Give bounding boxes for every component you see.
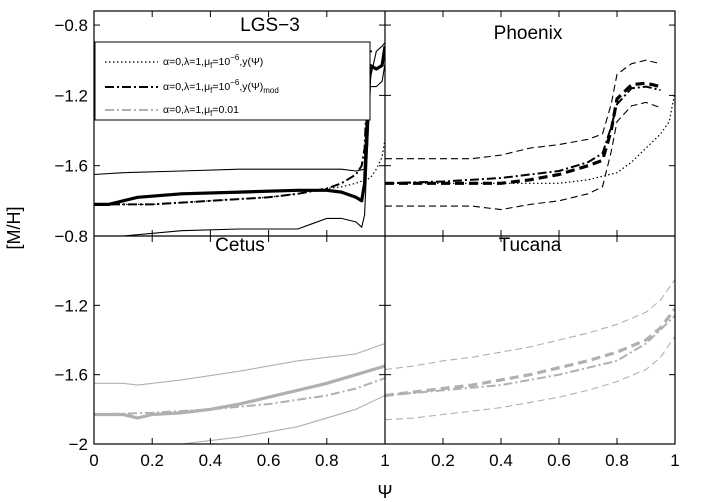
series-line-0-0 bbox=[94, 45, 385, 206]
panel-title-phoenix: Phoenix bbox=[494, 23, 563, 44]
series-line-3-0 bbox=[385, 307, 675, 398]
y-tick-label: −1.2 bbox=[54, 296, 88, 315]
legend-label-part: ,y(Ψ) bbox=[239, 81, 263, 93]
legend-label-part: =0.01 bbox=[212, 104, 239, 116]
series-line-0-3 bbox=[94, 50, 372, 206]
series-line-1-1 bbox=[385, 59, 661, 160]
legend-label-part: =10 bbox=[212, 81, 230, 93]
x-tick-label: 0.2 bbox=[140, 451, 164, 470]
panel-title-tucana: Tucana bbox=[499, 235, 562, 256]
legend-label-part: f bbox=[210, 109, 213, 118]
series-line-3-3 bbox=[385, 314, 675, 397]
tick-labels: 0 0.2 0.4 0.6 0.8 1 0.2 0.4 0.6 0.8 1 −1.6 −1.2 −0.8 −… bbox=[54, 16, 679, 470]
series-line-0-1 bbox=[94, 42, 385, 176]
series-line-1-2 bbox=[385, 101, 661, 211]
legend-label-1: α=0,λ=1,μf=10−6,y(Ψ)mod bbox=[163, 78, 279, 95]
series-line-1-4 bbox=[385, 91, 675, 184]
y-tick-label: −1.6 bbox=[54, 157, 88, 176]
x-tick-label: 1 bbox=[670, 451, 679, 470]
series-line-2-3 bbox=[94, 377, 385, 416]
y-tick-label: −1.2 bbox=[54, 86, 88, 105]
panel-title-lgs3: LGS−3 bbox=[240, 15, 300, 36]
series-line-1-0 bbox=[385, 81, 661, 185]
y-tick-label: −1.6 bbox=[54, 366, 88, 385]
series-line-3-1 bbox=[385, 278, 675, 371]
y-axis-title: [M/H] bbox=[4, 207, 24, 250]
y-tick-label: −0.8 bbox=[54, 227, 88, 246]
legend-label-part: ,y(Ψ) bbox=[239, 56, 263, 68]
series-line-2-0 bbox=[94, 364, 385, 420]
x-tick-label: 0.6 bbox=[547, 451, 571, 470]
legend-label-part: α=0,λ=1,μ bbox=[163, 81, 210, 93]
panel-bottom-right bbox=[385, 278, 675, 421]
x-tick-label: 0.8 bbox=[315, 451, 339, 470]
series-line-1-3 bbox=[385, 85, 661, 185]
series-line-0-2 bbox=[118, 63, 385, 236]
legend-label-part: −6 bbox=[230, 53, 240, 62]
panel-top-right bbox=[385, 59, 675, 211]
x-tick-label: 0.2 bbox=[431, 451, 455, 470]
x-tick-label: 1 bbox=[380, 451, 389, 470]
panel-top-left bbox=[94, 42, 385, 236]
legend-label-part: α=0,λ=1,μ bbox=[163, 104, 210, 116]
legend-label-0: α=0,λ=1,μf=10−6,y(Ψ) bbox=[163, 53, 263, 70]
legend-label-part: f bbox=[210, 86, 213, 95]
x-axis-title: Ψ bbox=[377, 482, 392, 502]
chart-panels bbox=[93, 10, 676, 445]
series-line-3-2 bbox=[385, 336, 675, 421]
x-tick-label: 0.6 bbox=[257, 451, 281, 470]
legend: α=0,λ=1,μf=10−6,y(Ψ)α=0,λ=1,μf=10−6,y(Ψ)… bbox=[94, 41, 371, 121]
legend-label-part: −6 bbox=[230, 78, 240, 87]
legend-label-part: =10 bbox=[212, 56, 230, 68]
legend-box bbox=[94, 41, 371, 121]
legend-label-2: α=0,λ=1,μf=0.01 bbox=[163, 104, 239, 118]
x-tick-label: 0.4 bbox=[489, 451, 513, 470]
y-tick-label: −2 bbox=[69, 435, 88, 454]
legend-label-part: f bbox=[210, 61, 213, 70]
panel-bottom-left bbox=[94, 342, 385, 444]
series-line-2-1 bbox=[94, 342, 385, 386]
legend-label-part: α=0,λ=1,μ bbox=[163, 56, 210, 68]
x-tick-label: 0.8 bbox=[605, 451, 629, 470]
legend-label-part: mod bbox=[263, 86, 279, 95]
panel-title-cetus: Cetus bbox=[215, 235, 265, 256]
y-tick-label: −0.8 bbox=[54, 16, 88, 35]
series-line-0-4 bbox=[94, 139, 385, 205]
x-tick-label: 0 bbox=[89, 451, 98, 470]
x-tick-label: 0.4 bbox=[199, 451, 223, 470]
